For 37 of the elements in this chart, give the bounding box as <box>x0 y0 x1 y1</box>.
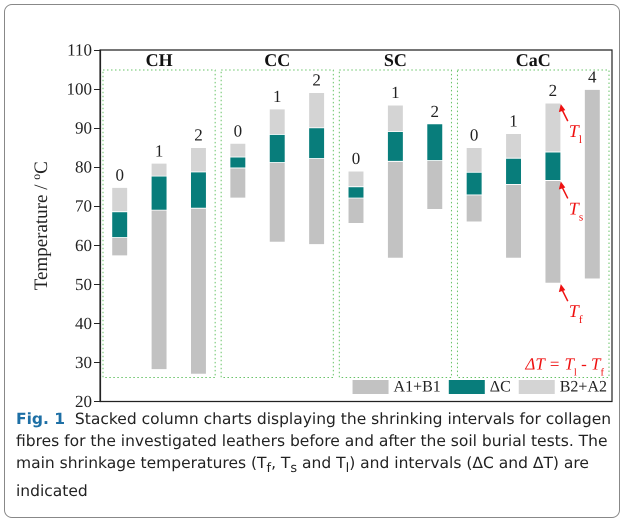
x-tick-label: 2 <box>548 81 558 100</box>
x-tick-label: 1 <box>272 86 282 106</box>
y-tick-label: 110 <box>67 40 92 60</box>
annotation: CC <box>264 50 290 70</box>
annotation: T$_{f}$ <box>568 301 583 326</box>
x-tick-label: 0 <box>470 126 478 145</box>
x-tick-label: 2 <box>430 102 440 121</box>
x-tick-label: 0 <box>352 149 360 168</box>
annotation: T$_{s}$ <box>568 198 584 224</box>
legend-label: A1+B1 <box>394 378 441 396</box>
annotation: SC <box>384 50 407 70</box>
y-tick-label: 30 <box>75 352 92 372</box>
bar <box>584 89 601 280</box>
annotation: T$_{l}$ <box>568 121 582 146</box>
x-tick-label: 1 <box>391 83 400 102</box>
annotation: CaC <box>516 50 551 70</box>
annotation: ΔT = T$_{l}$ - T$_{f}$ <box>524 354 604 378</box>
legend-label: ΔC <box>490 378 511 396</box>
x-tick-label: 1 <box>509 112 518 131</box>
x-tick-label: 0 <box>115 165 124 184</box>
x-tick-label: 0 <box>234 121 242 140</box>
y-axis-title: Temperature / oC <box>30 161 52 290</box>
x-tick-label: 2 <box>194 126 203 145</box>
y-tick-label: 90 <box>75 118 92 138</box>
annotation: CH <box>146 50 173 70</box>
y-tick-label: 70 <box>75 196 92 216</box>
y-tick-label: 20 <box>75 392 92 411</box>
y-tick-label: 60 <box>75 236 92 255</box>
y-tick-label: 50 <box>75 274 92 294</box>
x-tick-label: 4 <box>588 67 598 86</box>
legend-label: B2+A2 <box>560 378 607 396</box>
y-tick-label: 100 <box>66 80 92 99</box>
text: Fig. 1 Stacked column charts displaying the shrinking intervals for collagen fibres for the investigated leathers before and after the soil burial tests. The main shrinkage temperatures (T$_{f}$, T$_{s}$ and T$_{l}$) and intervals (ΔC and ΔT) are indicated <box>16 410 612 500</box>
y-tick-label: 40 <box>75 314 92 333</box>
y-tick-label: 80 <box>75 158 92 177</box>
x-tick-label: 2 <box>312 70 321 90</box>
x-tick-label: 1 <box>154 141 164 160</box>
